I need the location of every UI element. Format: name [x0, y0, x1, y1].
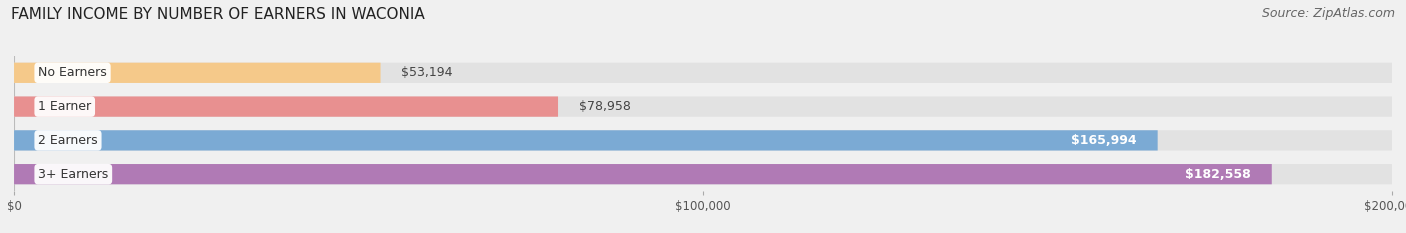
FancyBboxPatch shape — [14, 164, 1392, 184]
Text: FAMILY INCOME BY NUMBER OF EARNERS IN WACONIA: FAMILY INCOME BY NUMBER OF EARNERS IN WA… — [11, 7, 425, 22]
Text: $78,958: $78,958 — [579, 100, 630, 113]
FancyBboxPatch shape — [14, 63, 381, 83]
Text: 2 Earners: 2 Earners — [38, 134, 98, 147]
Text: Source: ZipAtlas.com: Source: ZipAtlas.com — [1261, 7, 1395, 20]
FancyBboxPatch shape — [14, 96, 558, 117]
FancyBboxPatch shape — [14, 96, 1392, 117]
FancyBboxPatch shape — [14, 130, 1392, 151]
Text: $53,194: $53,194 — [401, 66, 453, 79]
Text: 1 Earner: 1 Earner — [38, 100, 91, 113]
Text: $182,558: $182,558 — [1185, 168, 1251, 181]
Text: $165,994: $165,994 — [1071, 134, 1137, 147]
Text: 3+ Earners: 3+ Earners — [38, 168, 108, 181]
Text: No Earners: No Earners — [38, 66, 107, 79]
FancyBboxPatch shape — [14, 130, 1157, 151]
FancyBboxPatch shape — [14, 164, 1272, 184]
FancyBboxPatch shape — [14, 63, 1392, 83]
